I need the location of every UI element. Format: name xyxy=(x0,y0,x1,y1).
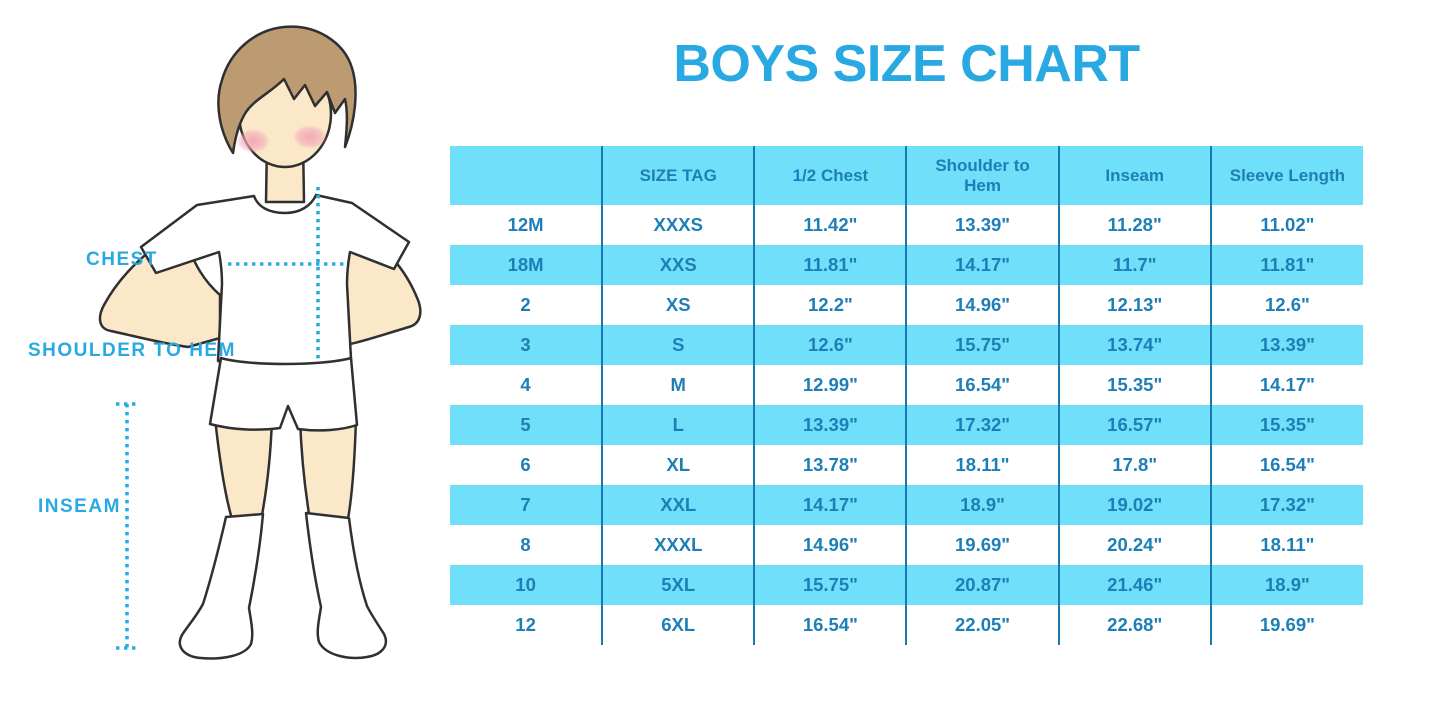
size-cell: 7 xyxy=(450,485,604,525)
left-sock xyxy=(178,512,265,660)
value-cell: 20.87" xyxy=(906,565,1060,605)
table-row: 12 6XL 16.54" 22.05" 22.68" 19.69" xyxy=(450,605,1363,645)
size-cell: 10 xyxy=(450,565,604,605)
value-cell: 6XL xyxy=(602,605,756,645)
value-cell: 17.32" xyxy=(906,405,1060,445)
value-cell: 17.32" xyxy=(1210,485,1363,525)
size-cell: 12 xyxy=(450,605,604,645)
value-cell: S xyxy=(602,325,756,365)
value-cell: 14.96" xyxy=(754,525,908,565)
table-row: 18M XXS 11.81" 14.17" 11.7" 11.81" xyxy=(450,245,1363,285)
value-cell: 12.99" xyxy=(754,365,908,405)
value-cell: 16.57" xyxy=(1058,405,1212,445)
size-cell: 8 xyxy=(450,525,604,565)
value-cell: 18.11" xyxy=(1260,534,1315,555)
table-row: 12M XXXS 11.42" 13.39" 11.28" 11.02" xyxy=(450,205,1363,245)
table-row: 7 XXL 14.17" 18.9" 19.02" 17.32" xyxy=(450,485,1363,525)
value-cell: 11.02" xyxy=(1260,214,1315,235)
table-row: 2 XS 12.2" 14.96" 12.13" 12.6" xyxy=(450,285,1363,325)
page-title: BOYS SIZE CHART xyxy=(673,35,1140,93)
value-cell: 17.8" xyxy=(1058,445,1212,485)
size-cell: 3 xyxy=(450,325,604,365)
size-cell: 4 xyxy=(450,365,604,405)
col-header-size-tag: SIZE TAG xyxy=(602,146,756,205)
value-cell: 15.75" xyxy=(754,565,908,605)
value-cell: 13.39" xyxy=(1210,325,1363,365)
value-cell: 13.78" xyxy=(754,445,908,485)
value-cell: XXL xyxy=(602,485,756,525)
value-cell: 12.6" xyxy=(754,325,908,365)
value-cell: 18.9" xyxy=(906,485,1060,525)
header-row: SIZE TAG 1/2 Chest Shoulder to Hem Insea… xyxy=(450,146,1363,205)
table-row: 6 XL 13.78" 18.11" 17.8" 16.54" xyxy=(450,445,1363,485)
value-cell: 11.28" xyxy=(1058,205,1212,245)
value-cell: 14.17" xyxy=(754,485,908,525)
value-cell: 19.69" xyxy=(906,525,1060,565)
value-cell: 15.35" xyxy=(1210,405,1363,445)
value-cell: XL xyxy=(602,445,756,485)
value-cell: XXS xyxy=(602,245,756,285)
value-cell: 12.6" xyxy=(1265,294,1310,315)
value-cell: 14.17" xyxy=(906,245,1060,285)
shoulder-to-hem-label: SHOULDER TO HEM xyxy=(28,340,236,361)
table-row: 10 5XL 15.75" 20.87" 21.46" 18.9" xyxy=(450,565,1363,605)
table-row: 4 M 12.99" 16.54" 15.35" 14.17" xyxy=(450,365,1363,405)
table-row: 8 XXXL 14.96" 19.69" 20.24" 18.11" xyxy=(450,525,1363,565)
col-header-sleeve-length: Sleeve Length xyxy=(1210,146,1363,205)
col-header-inseam: Inseam xyxy=(1058,146,1212,205)
inseam-label: INSEAM xyxy=(38,496,121,517)
value-cell: 11.81" xyxy=(754,245,908,285)
value-cell: 13.74" xyxy=(1058,325,1212,365)
value-cell: 12.13" xyxy=(1058,285,1212,325)
hair xyxy=(217,25,357,155)
right-thigh xyxy=(298,416,358,521)
value-cell: 13.39" xyxy=(906,205,1060,245)
value-cell: XXXS xyxy=(602,205,756,245)
size-cell: 2 xyxy=(450,285,604,325)
chest-label: CHEST xyxy=(86,249,158,270)
value-cell: 12.2" xyxy=(754,285,908,325)
shorts xyxy=(208,356,359,432)
value-cell: XS xyxy=(602,285,756,325)
size-cell: 6 xyxy=(450,445,604,485)
value-cell: 5XL xyxy=(602,565,756,605)
value-cell: 16.54" xyxy=(1259,454,1315,475)
value-cell: 19.69" xyxy=(1259,614,1315,635)
value-cell: 22.05" xyxy=(906,605,1060,645)
col-header-shoulder-to-hem: Shoulder to Hem xyxy=(906,146,1060,205)
right-sock xyxy=(304,511,388,660)
size-cell: 12M xyxy=(450,205,604,245)
value-cell: 16.54" xyxy=(754,605,908,645)
size-cell: 18M xyxy=(450,245,604,285)
table-row: 3 S 12.6" 15.75" 13.74" 13.39" xyxy=(450,325,1363,365)
value-cell: XXXL xyxy=(602,525,756,565)
value-cell: 18.11" xyxy=(906,445,1060,485)
value-cell: 18.9" xyxy=(1210,565,1363,605)
value-cell: 21.46" xyxy=(1058,565,1212,605)
value-cell: M xyxy=(602,365,756,405)
right-cheek xyxy=(293,125,327,149)
value-cell: 11.7" xyxy=(1058,245,1212,285)
value-cell: 19.02" xyxy=(1058,485,1212,525)
size-table: SIZE TAG 1/2 Chest Shoulder to Hem Insea… xyxy=(450,146,1363,645)
value-cell: 13.39" xyxy=(754,405,908,445)
value-cell: 15.75" xyxy=(906,325,1060,365)
value-cell: 11.42" xyxy=(754,205,908,245)
left-cheek xyxy=(236,129,270,153)
value-cell: 14.17" xyxy=(1259,374,1315,395)
value-cell: 11.81" xyxy=(1210,245,1363,285)
value-cell: 14.96" xyxy=(906,285,1060,325)
value-cell: 15.35" xyxy=(1058,365,1212,405)
boy-illustration xyxy=(98,25,422,660)
value-cell: L xyxy=(602,405,756,445)
size-cell: 5 xyxy=(450,405,604,445)
col-header-half-chest: 1/2 Chest xyxy=(754,146,908,205)
value-cell: 20.24" xyxy=(1058,525,1212,565)
left-thigh xyxy=(213,416,274,521)
value-cell: 16.54" xyxy=(906,365,1060,405)
table-row: 5 L 13.39" 17.32" 16.57" 15.35" xyxy=(450,405,1363,445)
col-header-empty xyxy=(450,146,604,205)
value-cell: 22.68" xyxy=(1058,605,1212,645)
